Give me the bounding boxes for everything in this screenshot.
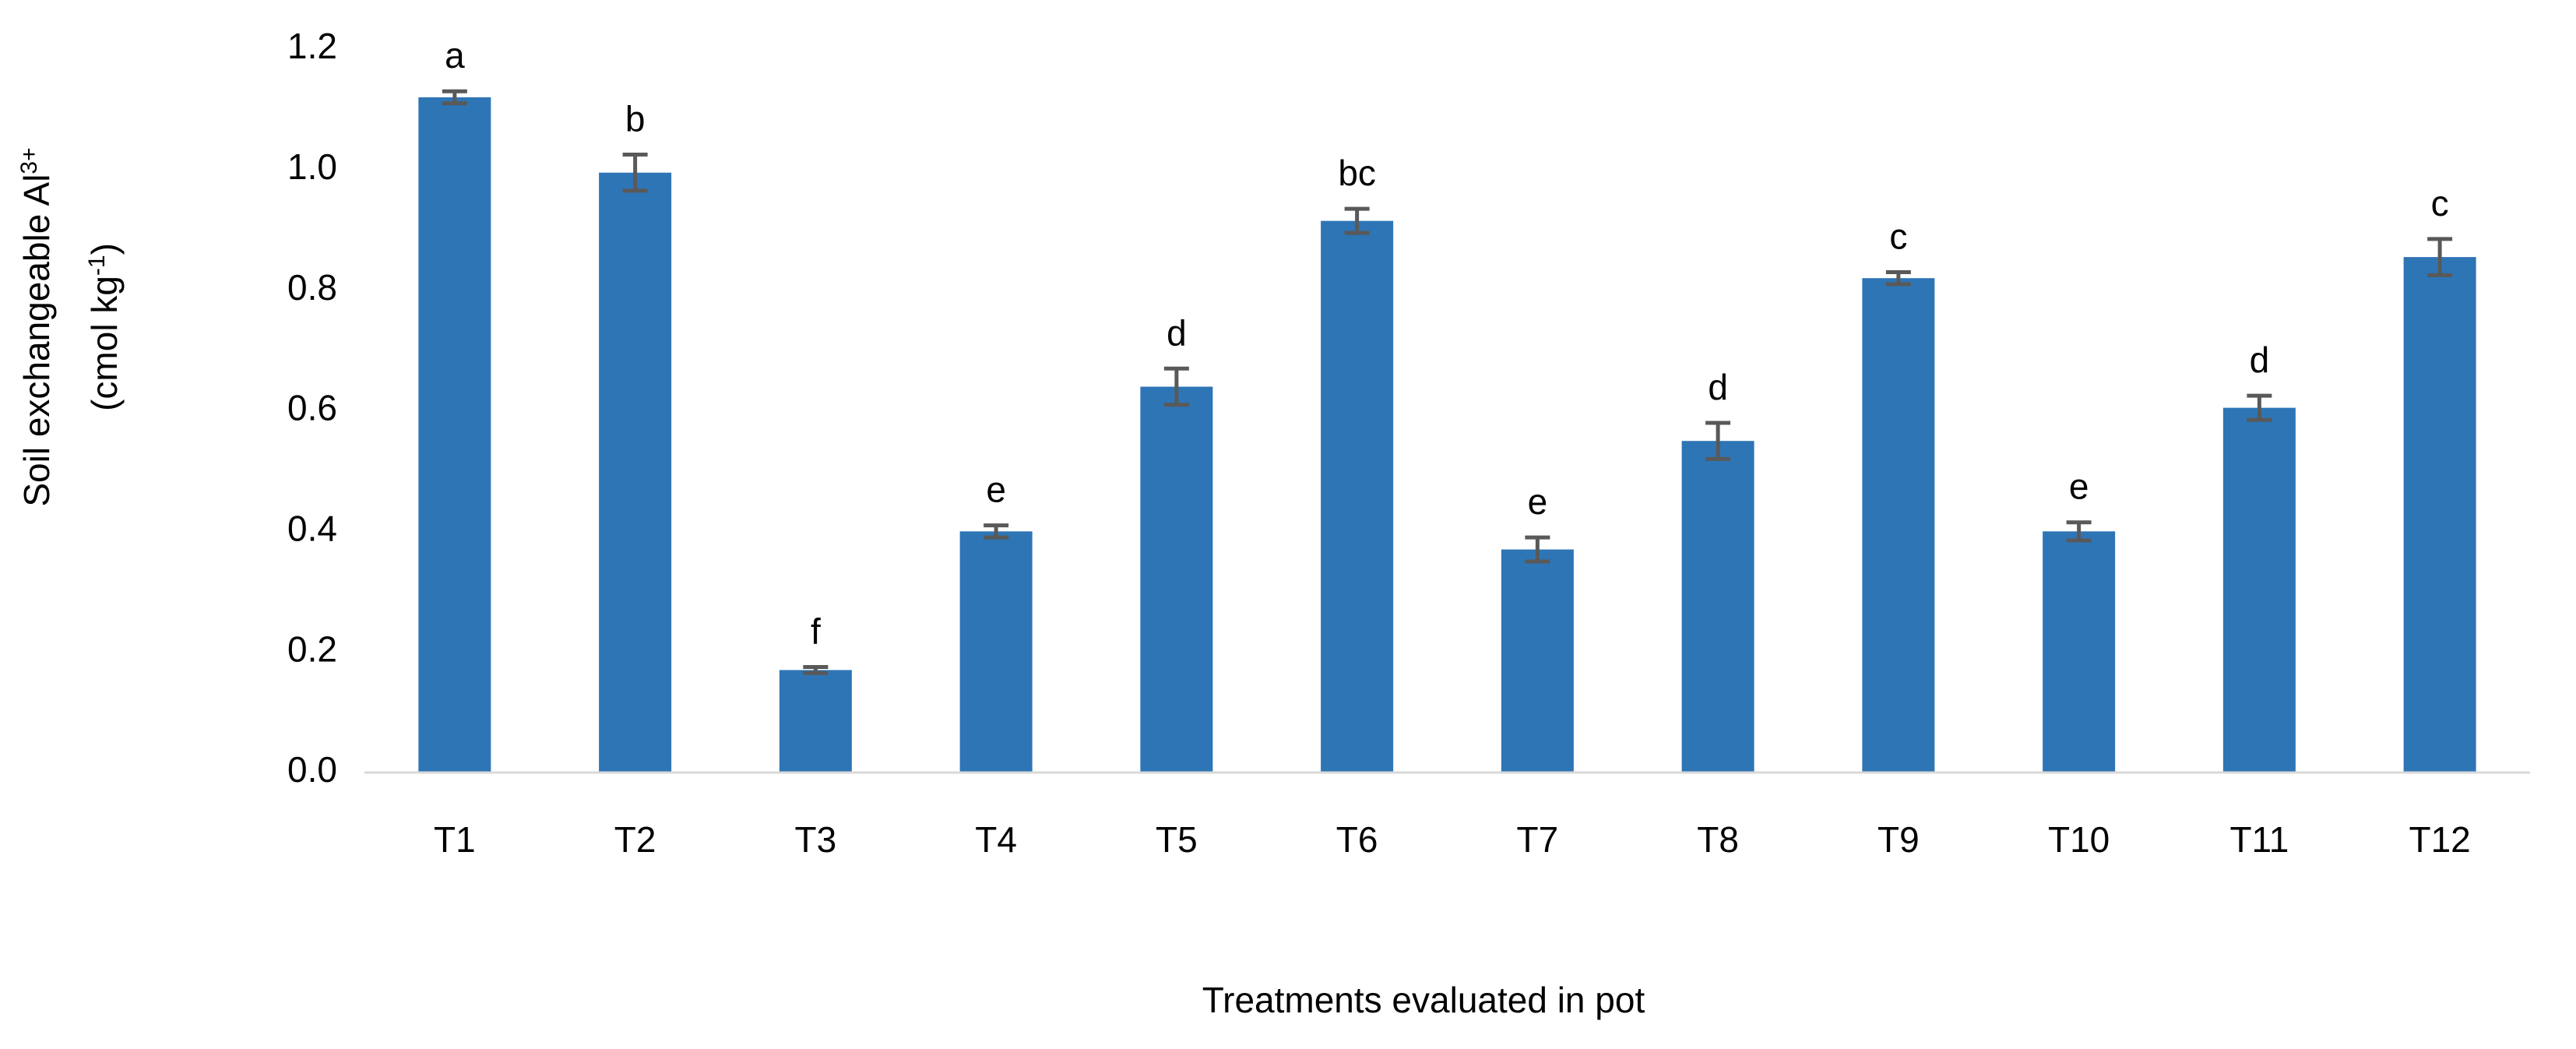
y-axis-title: (cmol kg-1)	[84, 243, 125, 411]
y-title-sup: -1	[84, 255, 110, 276]
x-tick-label: T1	[434, 819, 476, 860]
y-title-text: (cmol kg	[84, 276, 125, 411]
x-tick-label: T5	[1156, 819, 1198, 860]
y-title-sup: 3+	[16, 147, 42, 174]
x-tick-label: T2	[614, 819, 656, 860]
bar	[1140, 386, 1213, 773]
y-tick-label: 1.0	[287, 146, 337, 187]
y-title-text: Soil exchangeable Al	[16, 174, 57, 507]
significance-letter: d	[1708, 367, 1728, 407]
x-tick-label: T4	[975, 819, 1017, 860]
x-tick-label: T8	[1697, 819, 1739, 860]
significance-letter: b	[625, 98, 646, 139]
significance-letter: a	[445, 35, 465, 76]
significance-letter: d	[1167, 312, 1187, 353]
x-tick-label: T11	[2229, 819, 2289, 860]
y-tick-label: 1.2	[287, 26, 337, 66]
bar	[1501, 549, 1574, 773]
bar	[1681, 441, 1754, 773]
x-tick-label: T3	[795, 819, 837, 860]
significance-letter: bc	[1338, 153, 1376, 193]
bar	[599, 172, 672, 773]
x-tick-label: T10	[2048, 819, 2110, 860]
y-tick-label: 0.4	[287, 508, 337, 548]
x-tick-label: T12	[2409, 819, 2470, 860]
bar	[418, 97, 491, 773]
significance-letter: e	[1528, 481, 1548, 522]
bar	[779, 670, 852, 773]
y-tick-label: 0.8	[287, 267, 337, 308]
bar	[2222, 407, 2296, 773]
y-axis-title: Soil exchangeable Al3+	[16, 147, 57, 506]
significance-letter: f	[811, 611, 821, 652]
bar	[959, 531, 1033, 773]
bar	[1321, 220, 1394, 773]
y-tick-label: 0.6	[287, 388, 337, 428]
significance-letter: c	[2431, 183, 2449, 224]
bar	[1862, 278, 1935, 773]
x-axis-title: Treatments evaluated in pot	[1202, 980, 1645, 1020]
y-title-text: )	[84, 243, 125, 255]
x-tick-label: T9	[1877, 819, 1920, 860]
significance-letter: d	[2250, 340, 2270, 380]
y-tick-label: 0.0	[287, 749, 337, 790]
bar	[2403, 257, 2476, 773]
significance-letter: e	[2069, 466, 2089, 507]
significance-letter: e	[986, 470, 1006, 510]
bar	[2043, 531, 2116, 773]
x-tick-label: T6	[1336, 819, 1378, 860]
significance-letter: c	[1889, 216, 1907, 256]
y-tick-label: 0.2	[287, 628, 337, 669]
x-tick-label: T7	[1517, 819, 1559, 860]
